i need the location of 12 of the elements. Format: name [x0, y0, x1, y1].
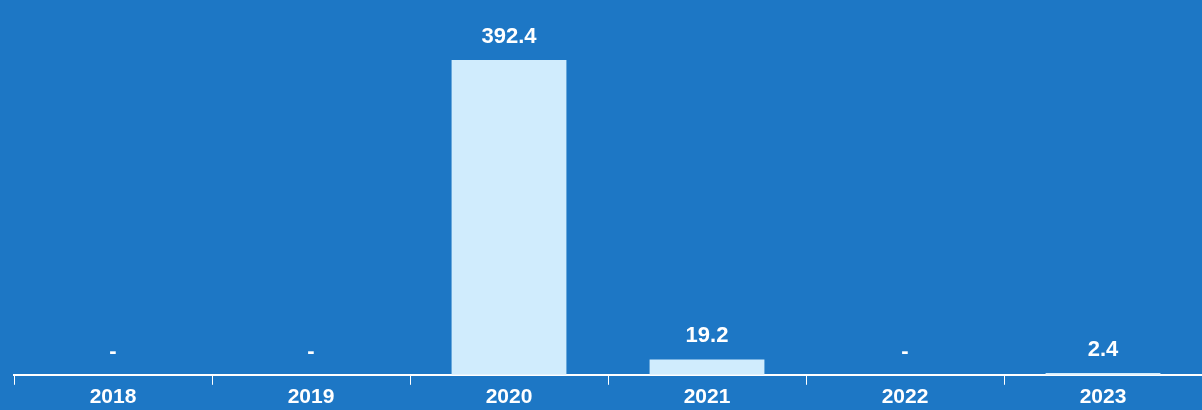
text: - [901, 337, 909, 363]
data-label: 19.2 [685, 322, 729, 348]
text: - [109, 337, 117, 363]
x-tick-label: 2020 [485, 384, 533, 408]
x-tick-label: 2022 [881, 384, 929, 408]
x-tick-label: 2021 [683, 384, 731, 408]
x-tick-label: 2019 [287, 384, 335, 408]
data-label: 392.4 [481, 23, 538, 49]
data-label: 2.4 [1087, 335, 1120, 361]
x-tick-label: 2023 [1079, 384, 1127, 408]
text: - [307, 337, 315, 363]
x-tick-label: 2018 [89, 384, 137, 408]
